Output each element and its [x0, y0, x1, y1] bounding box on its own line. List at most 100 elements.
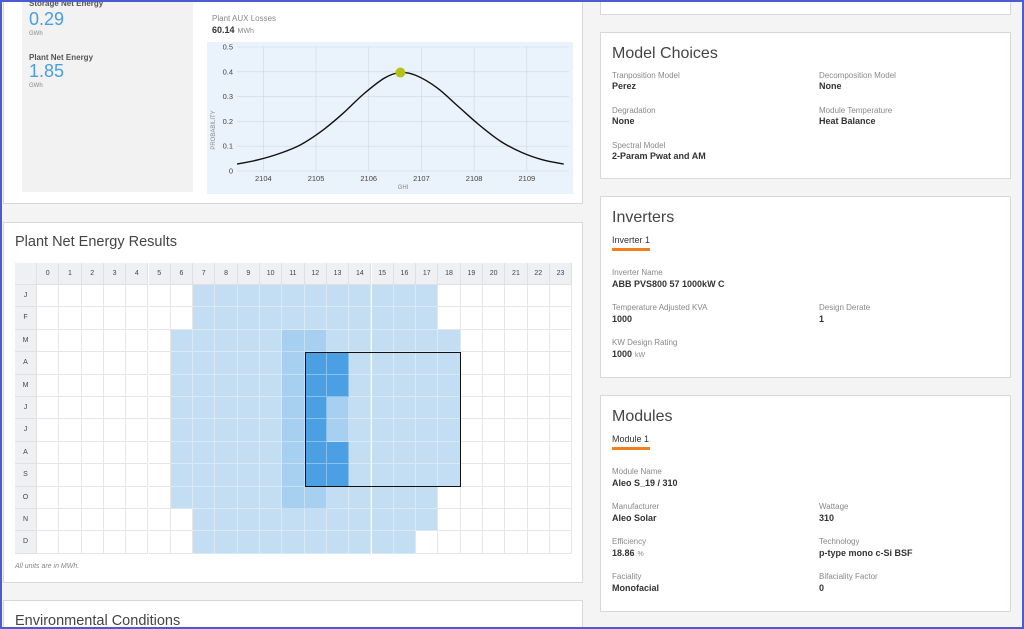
heatmap-cell[interactable]	[416, 509, 439, 532]
heatmap-cell[interactable]	[505, 486, 528, 509]
heatmap-cell[interactable]	[215, 464, 238, 487]
heatmap-cell[interactable]	[304, 419, 327, 442]
heatmap-cell[interactable]	[416, 285, 439, 308]
heatmap-cell[interactable]	[460, 374, 483, 397]
heatmap-cell[interactable]	[460, 531, 483, 554]
heatmap-cell[interactable]	[148, 307, 171, 330]
heatmap-cell[interactable]	[483, 397, 506, 420]
heatmap-cell[interactable]	[483, 307, 506, 330]
heatmap-cell[interactable]	[438, 531, 461, 554]
heatmap-cell[interactable]	[326, 285, 350, 308]
heatmap-cell[interactable]	[304, 307, 327, 330]
heatmap-cell[interactable]	[237, 441, 260, 465]
heatmap-cell[interactable]	[304, 352, 327, 375]
heatmap-cell[interactable]	[193, 352, 216, 375]
heatmap-cell[interactable]	[326, 352, 350, 375]
heatmap-cell[interactable]	[37, 397, 60, 420]
heatmap-cell[interactable]	[215, 531, 238, 554]
heatmap-cell[interactable]	[81, 329, 104, 353]
heatmap-cell[interactable]	[37, 352, 60, 375]
heatmap-cell[interactable]	[349, 329, 372, 353]
heatmap-cell[interactable]	[282, 307, 305, 330]
heatmap-cell[interactable]	[282, 531, 305, 554]
heatmap-cell[interactable]	[81, 397, 104, 420]
heatmap-cell[interactable]	[81, 486, 104, 509]
heatmap-cell[interactable]	[393, 441, 417, 465]
heatmap-cell[interactable]	[304, 509, 327, 532]
heatmap-cell[interactable]	[460, 509, 483, 532]
heatmap-cell[interactable]	[416, 441, 439, 465]
tab-inverter-1[interactable]: Inverter 1	[612, 235, 651, 245]
heatmap-cell[interactable]	[416, 419, 439, 442]
heatmap-cell[interactable]	[549, 374, 573, 397]
heatmap-cell[interactable]	[416, 486, 439, 509]
heatmap-cell[interactable]	[393, 307, 417, 330]
heatmap-cell[interactable]	[282, 486, 305, 509]
heatmap-cell[interactable]	[527, 397, 550, 420]
heatmap-cell[interactable]	[103, 285, 127, 308]
heatmap-cell[interactable]	[148, 509, 171, 532]
heatmap-cell[interactable]	[126, 486, 149, 509]
heatmap-cell[interactable]	[215, 285, 238, 308]
heatmap-cell[interactable]	[393, 374, 417, 397]
heatmap-cell[interactable]	[460, 329, 483, 353]
heatmap-cell[interactable]	[126, 419, 149, 442]
heatmap-cell[interactable]	[549, 307, 573, 330]
heatmap-cell[interactable]	[59, 464, 82, 487]
heatmap-cell[interactable]	[237, 374, 260, 397]
heatmap-cell[interactable]	[304, 329, 327, 353]
heatmap-cell[interactable]	[349, 397, 372, 420]
heatmap-cell[interactable]	[170, 352, 194, 375]
heatmap-cell[interactable]	[505, 419, 528, 442]
heatmap-cell[interactable]	[527, 307, 550, 330]
heatmap-cell[interactable]	[371, 441, 394, 465]
heatmap-cell[interactable]	[81, 531, 104, 554]
heatmap-cell[interactable]	[371, 352, 394, 375]
heatmap-cell[interactable]	[215, 397, 238, 420]
heatmap-cell[interactable]	[260, 352, 283, 375]
heatmap-cell[interactable]	[527, 464, 550, 487]
heatmap-cell[interactable]	[527, 419, 550, 442]
heatmap-cell[interactable]	[326, 329, 350, 353]
heatmap-cell[interactable]	[483, 464, 506, 487]
heatmap-cell[interactable]	[215, 307, 238, 330]
heatmap-cell[interactable]	[326, 531, 350, 554]
heatmap-cell[interactable]	[81, 441, 104, 465]
heatmap-cell[interactable]	[438, 486, 461, 509]
heatmap-cell[interactable]	[237, 464, 260, 487]
heatmap-cell[interactable]	[170, 509, 194, 532]
heatmap-cell[interactable]	[37, 531, 60, 554]
heatmap-cell[interactable]	[460, 464, 483, 487]
heatmap-cell[interactable]	[505, 329, 528, 353]
heatmap-cell[interactable]	[59, 397, 82, 420]
heatmap-cell[interactable]	[371, 285, 394, 308]
heatmap-cell[interactable]	[260, 374, 283, 397]
heatmap-cell[interactable]	[126, 374, 149, 397]
heatmap-cell[interactable]	[349, 419, 372, 442]
heatmap-cell[interactable]	[393, 419, 417, 442]
heatmap-cell[interactable]	[170, 374, 194, 397]
heatmap-cell[interactable]	[81, 419, 104, 442]
heatmap-cell[interactable]	[438, 509, 461, 532]
heatmap-cell[interactable]	[126, 464, 149, 487]
heatmap-cell[interactable]	[193, 509, 216, 532]
heatmap-cell[interactable]	[126, 352, 149, 375]
heatmap-cell[interactable]	[148, 464, 171, 487]
heatmap-cell[interactable]	[81, 352, 104, 375]
heatmap-cell[interactable]	[260, 307, 283, 330]
heatmap-cell[interactable]	[237, 486, 260, 509]
heatmap-cell[interactable]	[326, 441, 350, 465]
heatmap-cell[interactable]	[260, 464, 283, 487]
heatmap-cell[interactable]	[237, 531, 260, 554]
heatmap-cell[interactable]	[349, 285, 372, 308]
heatmap-cell[interactable]	[59, 419, 82, 442]
heatmap-cell[interactable]	[148, 441, 171, 465]
heatmap-cell[interactable]	[460, 486, 483, 509]
heatmap-cell[interactable]	[527, 352, 550, 375]
heatmap-cell[interactable]	[505, 285, 528, 308]
heatmap-cell[interactable]	[371, 329, 394, 353]
heatmap-cell[interactable]	[81, 509, 104, 532]
heatmap-cell[interactable]	[549, 509, 573, 532]
heatmap-cell[interactable]	[103, 397, 127, 420]
heatmap-cell[interactable]	[260, 509, 283, 532]
